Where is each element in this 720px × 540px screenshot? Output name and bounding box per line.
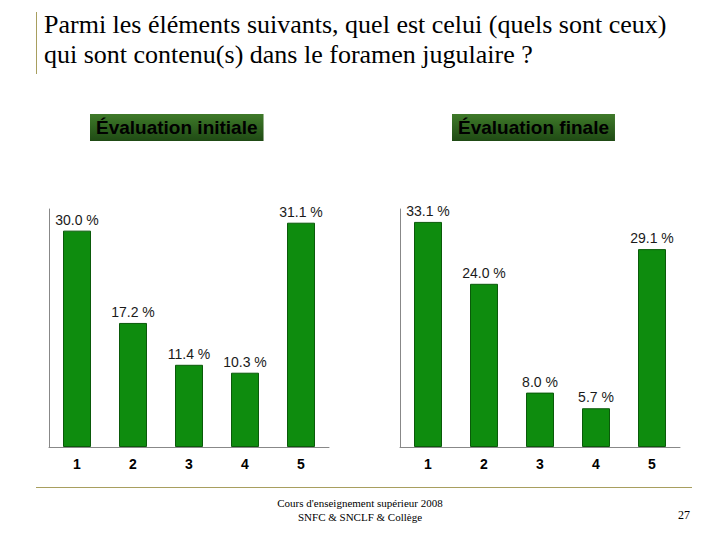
svg-text:30.0 %: 30.0 % bbox=[55, 212, 99, 228]
svg-text:24.0 %: 24.0 % bbox=[462, 265, 506, 281]
svg-text:Évaluation initiale: Évaluation initiale bbox=[96, 117, 258, 138]
svg-text:8.0 %: 8.0 % bbox=[522, 374, 558, 390]
html-text:SNFC & SNCLF & Collège: SNFC & SNCLF & Collège bbox=[298, 511, 422, 523]
html-text:Parmi les éléments suivants, q: Parmi les éléments suivants, quel est ce… bbox=[44, 10, 667, 69]
svg-text:2: 2 bbox=[480, 456, 488, 472]
svg-text:5: 5 bbox=[297, 456, 305, 472]
svg-text:2: 2 bbox=[129, 456, 137, 472]
svg-text:5: 5 bbox=[648, 456, 656, 472]
svg-text:3: 3 bbox=[185, 456, 193, 472]
html-text:Cours d'enseignement supérieur: Cours d'enseignement supérieur 2008 bbox=[277, 497, 443, 509]
svg-text:Évaluation finale: Évaluation finale bbox=[458, 117, 609, 138]
svg-text:3: 3 bbox=[536, 456, 544, 472]
svg-text:1: 1 bbox=[73, 456, 81, 472]
svg-text:1: 1 bbox=[424, 456, 432, 472]
svg-text:4: 4 bbox=[241, 456, 249, 472]
svg-text:5.7 %: 5.7 % bbox=[578, 389, 614, 405]
svg-text:11.4 %: 11.4 % bbox=[168, 346, 211, 362]
svg-text:17.2 %: 17.2 % bbox=[111, 304, 155, 320]
svg-text:29.1 %: 29.1 % bbox=[630, 230, 674, 246]
svg-text:31.1 %: 31.1 % bbox=[279, 204, 323, 220]
svg-text:33.1 %: 33.1 % bbox=[406, 203, 450, 219]
html-text:27: 27 bbox=[678, 508, 690, 522]
svg-text:4: 4 bbox=[592, 456, 600, 472]
svg-text:10.3 %: 10.3 % bbox=[223, 354, 267, 370]
